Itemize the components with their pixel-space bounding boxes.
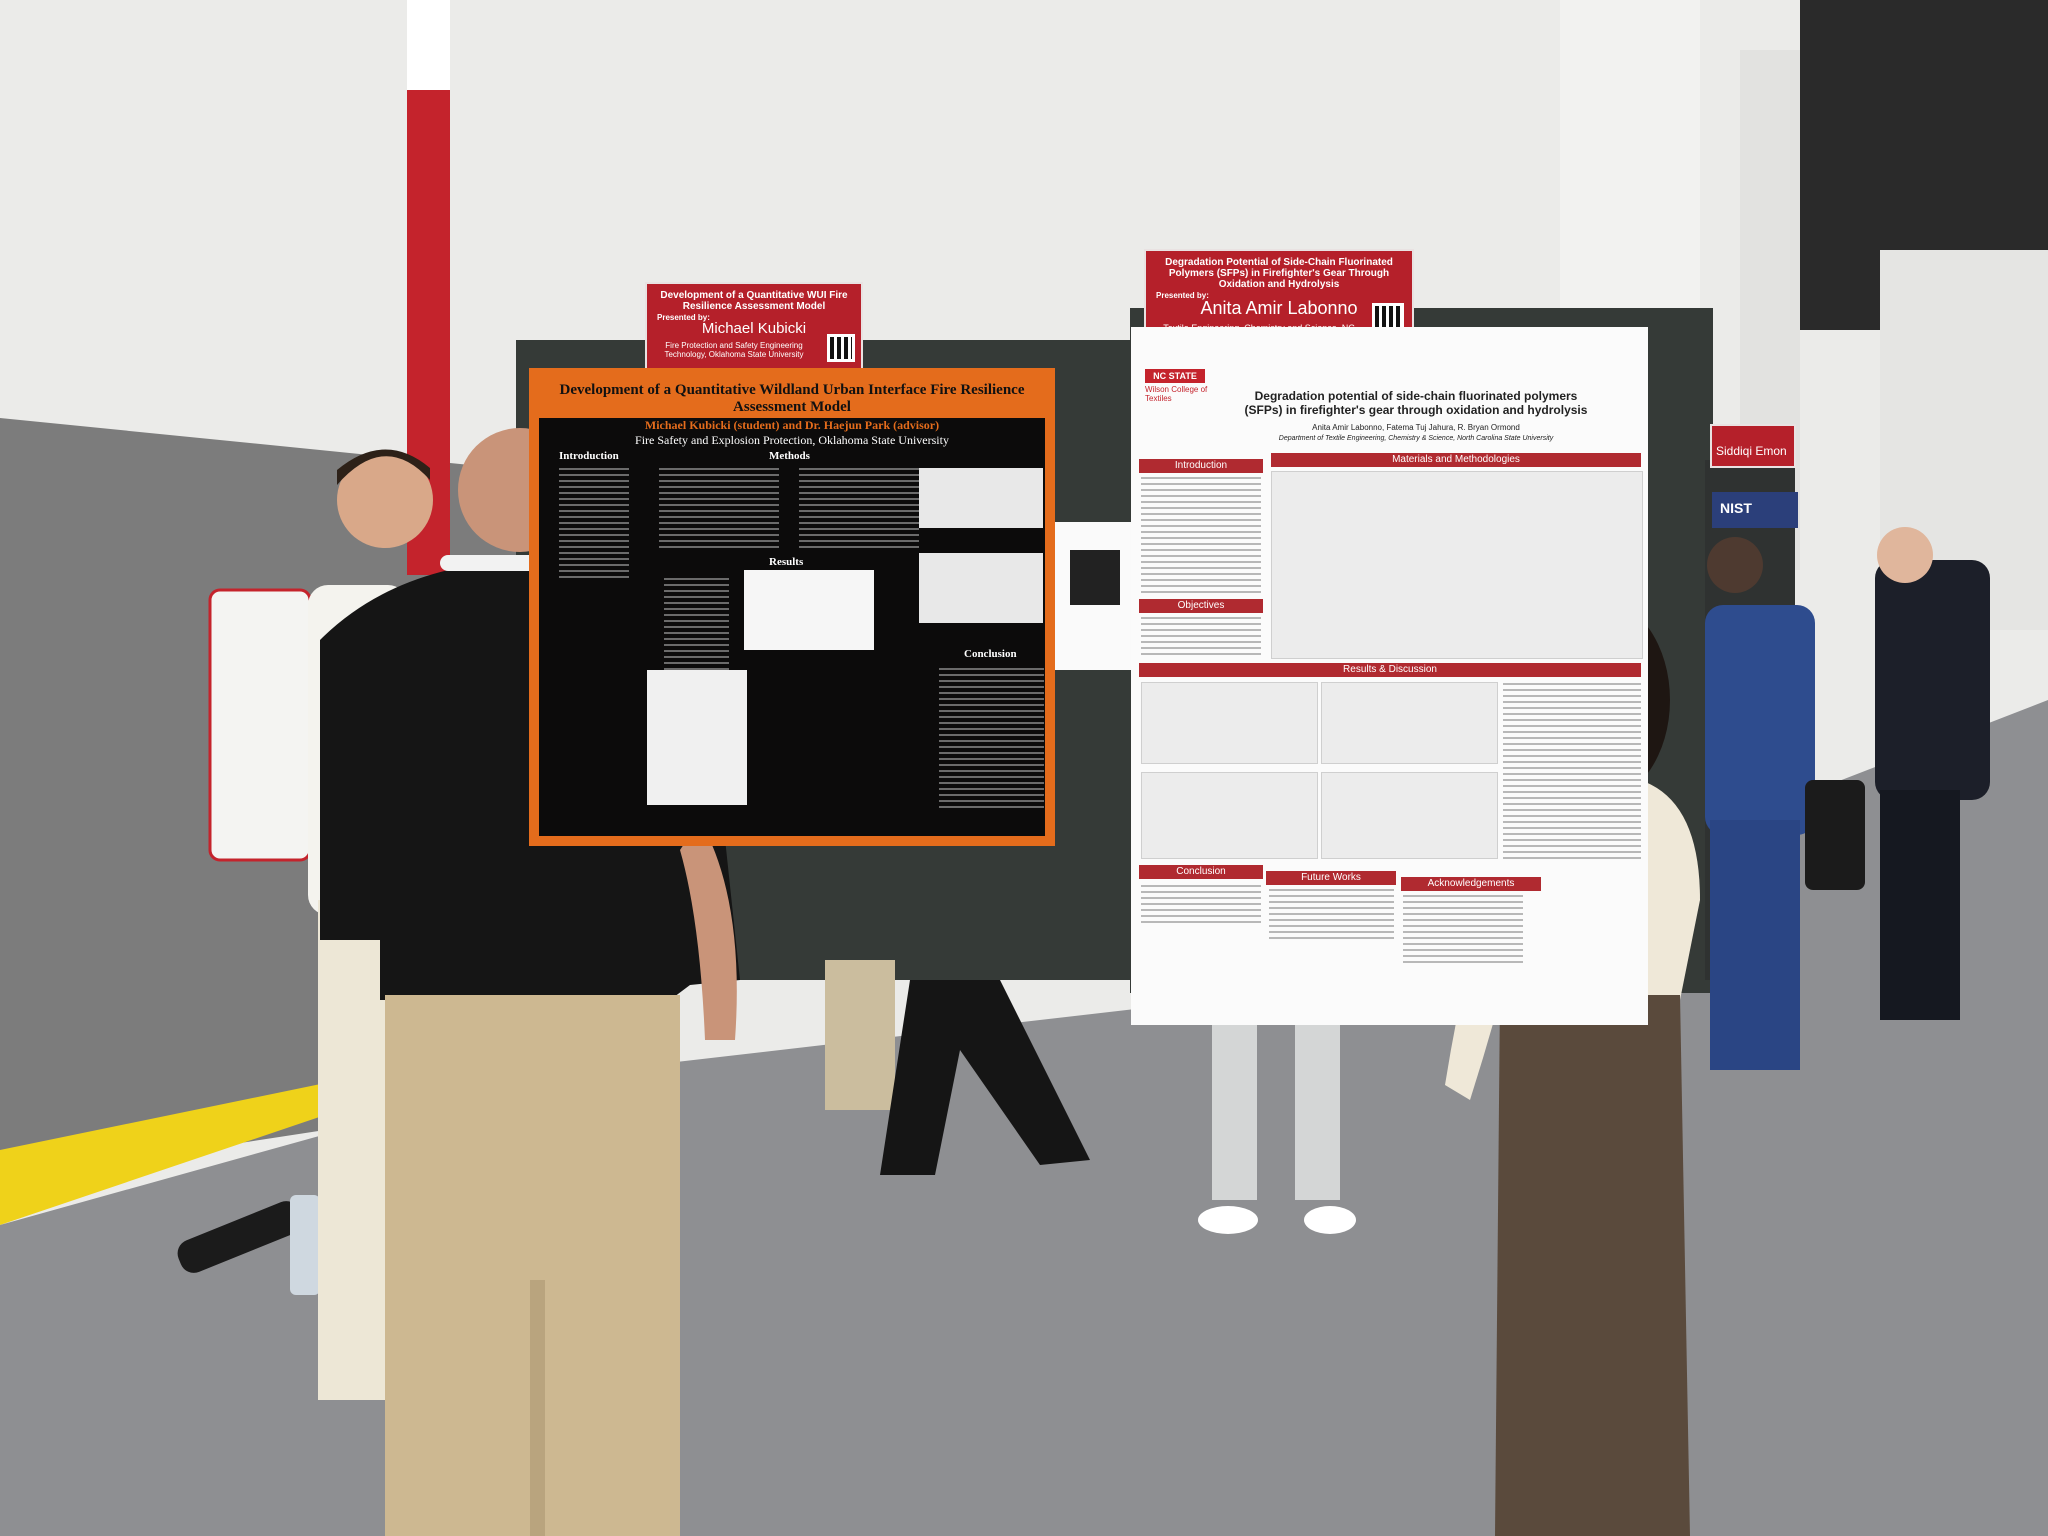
table-figure — [919, 553, 1043, 623]
person-head — [337, 452, 433, 548]
section-heading: Conclusion — [964, 648, 1017, 660]
university-logo: NC STATE — [1145, 369, 1205, 383]
body-text — [1269, 889, 1394, 939]
person-arm — [680, 820, 737, 1040]
body-text — [659, 468, 779, 548]
sign-affiliation: Fire Protection and Safety Engineering T… — [664, 341, 804, 359]
bar-chart-figure — [1321, 772, 1498, 859]
person-head — [1707, 537, 1763, 593]
poster-title: Degradation potential of side-chain fluo… — [1244, 389, 1588, 417]
person-legs — [1295, 1000, 1340, 1200]
poster-tube — [177, 1201, 303, 1273]
person-pants-seam — [530, 1280, 545, 1536]
body-text — [1141, 617, 1261, 657]
presenter-sign: Development of a Quantitative WUI Fire R… — [645, 282, 863, 370]
network-figure — [647, 670, 747, 805]
section-heading: Acknowledgements — [1401, 877, 1541, 891]
college-name: Wilson College of Textiles — [1145, 385, 1208, 403]
body-text — [799, 468, 919, 548]
yellow-stripe — [0, 1080, 340, 1225]
body-text — [1141, 477, 1261, 595]
person-head — [1877, 527, 1933, 583]
tote-bag — [1805, 780, 1865, 890]
person-hair — [337, 449, 430, 485]
sign-presented-by: Presented by: — [657, 313, 710, 322]
body-text — [1141, 885, 1261, 925]
shoe — [1304, 1206, 1356, 1234]
person-suit — [1875, 560, 1990, 800]
person-pants — [1710, 820, 1800, 1070]
table-figure — [919, 468, 1043, 528]
qr-code — [1070, 550, 1120, 605]
fire-hose — [208, 588, 312, 862]
poster: NC STATE Wilson College of Textiles Degr… — [1131, 327, 1648, 1025]
methods-figure — [1271, 471, 1643, 659]
person-legs — [1212, 1000, 1257, 1200]
shoe — [1198, 1206, 1258, 1234]
bar-chart-figure — [1141, 772, 1318, 859]
person-legs — [825, 960, 895, 1110]
poster-authors: Michael Kubicki (student) and Dr. Haejun… — [644, 418, 940, 432]
body-text — [559, 468, 629, 578]
section-heading: Introduction — [559, 450, 619, 462]
sign-presented-by: Presented by: — [1156, 291, 1209, 300]
person-suit — [1705, 605, 1815, 835]
section-heading: Objectives — [1139, 599, 1263, 613]
body-text — [1503, 683, 1641, 859]
sign-presenter: Anita Amir Labonno — [1200, 298, 1358, 318]
poster-authors: Anita Amir Labonno, Fatema Tuj Jahura, R… — [1312, 423, 1520, 432]
section-heading: Results & Discussion — [1139, 663, 1641, 677]
sign-presenter: Michael Kubicki — [701, 320, 807, 337]
water-bottle — [290, 1195, 320, 1295]
section-heading: Materials and Methodologies — [1271, 453, 1641, 467]
person-pants — [1495, 995, 1690, 1536]
far-poster-logo: NIST — [1712, 492, 1798, 528]
sign-title: Development of a Quantitative WUI Fire R… — [660, 290, 848, 312]
person-legs — [880, 980, 1090, 1175]
bar-chart-figure — [1321, 682, 1498, 764]
qr-code — [827, 334, 855, 362]
section-heading: Introduction — [1139, 459, 1263, 473]
poster-affiliation: Department of Textile Engineering, Chemi… — [1278, 435, 1554, 442]
section-heading: Results — [769, 556, 804, 568]
section-heading: Conclusion — [1139, 865, 1263, 879]
poster-affiliation: Fire Safety and Explosion Protection, Ok… — [635, 433, 949, 447]
person-pants — [1880, 790, 1960, 1020]
poster: Development of a Quantitative Wildland U… — [529, 368, 1055, 846]
bar-chart-figure — [1141, 682, 1318, 764]
sign-title: Degradation Potential of Side-Chain Fluo… — [1165, 257, 1393, 290]
presenter-sign: Siddiqi Emon — [1710, 424, 1796, 468]
poster-title: Development of a Quantitative Wildland U… — [539, 378, 1045, 418]
sign-presenter: Siddiqi Emon — [1716, 444, 1787, 458]
body-text — [1403, 895, 1523, 965]
diagram-figure — [744, 570, 874, 650]
body-text — [939, 668, 1044, 808]
section-heading: Methods — [769, 450, 810, 462]
section-heading: Future Works — [1266, 871, 1396, 885]
